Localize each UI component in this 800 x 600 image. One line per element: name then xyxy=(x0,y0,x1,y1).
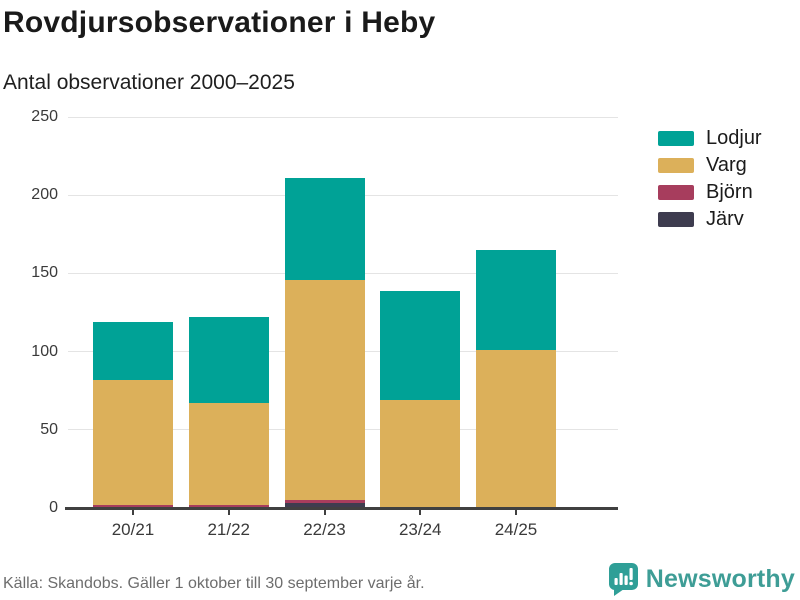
bar-segment-20-21-varg xyxy=(93,379,173,505)
bar-segment-22-23-lodjur xyxy=(284,177,365,280)
legend-label: Järv xyxy=(706,208,744,230)
bar-segment-22-23-varg xyxy=(284,279,365,501)
chart-subtitle: Antal observationer 2000–2025 xyxy=(3,71,295,94)
x-axis-tick xyxy=(227,509,230,515)
source-note: Källa: Skandobs. Gäller 1 oktober till 3… xyxy=(3,575,425,592)
legend-label: Björn xyxy=(706,181,753,203)
legend-swatch-björn xyxy=(658,185,694,200)
x-axis-tick xyxy=(323,509,326,515)
x-axis-tick xyxy=(132,509,134,515)
legend-label: Lodjur xyxy=(706,127,762,149)
page-title: Rovdjursobservationer i Heby xyxy=(3,6,436,39)
x-axis-tick xyxy=(515,509,517,515)
brand-name: Newsworthy xyxy=(645,565,795,593)
x-axis-line xyxy=(65,506,618,510)
legend-swatch-lodjur xyxy=(658,131,694,146)
bar-segment-22-23-järv xyxy=(284,503,365,508)
bar-segment-24-25-varg xyxy=(476,350,556,508)
y-axis-tick-label: 250 xyxy=(31,108,58,125)
x-axis-category-label: 24/25 xyxy=(494,520,538,539)
y-axis-tick-label: 150 xyxy=(31,264,58,282)
x-axis-tick xyxy=(419,509,422,515)
y-axis-tick-label: 50 xyxy=(40,420,58,438)
bar-segment-23-24-varg xyxy=(380,400,461,508)
x-axis-category-label: 22/23 xyxy=(303,520,346,539)
bar-segment-22-23-björn xyxy=(284,500,365,504)
legend-row-björn: Björn xyxy=(658,181,762,203)
x-axis-category-label: 23/24 xyxy=(398,520,442,539)
legend-label: Varg xyxy=(706,154,747,176)
bar-segment-23-24-lodjur xyxy=(380,290,461,401)
chart-legend: Lodjur Varg Björn Järv xyxy=(658,127,762,239)
bar-segment-24-25-lodjur xyxy=(476,249,556,351)
bar-segment-20-21-björn xyxy=(93,504,173,508)
legend-swatch-varg xyxy=(658,158,694,173)
x-axis-category-label: 20/21 xyxy=(111,520,155,539)
x-axis-category-label: 21/22 xyxy=(207,520,251,539)
y-axis-tick-label: 0 xyxy=(49,499,58,516)
legend-row-järv: Järv xyxy=(658,208,762,230)
legend-row-lodjur: Lodjur xyxy=(658,127,762,149)
bar-segment-21-22-varg xyxy=(188,403,269,505)
gridline-y-250 xyxy=(68,116,618,118)
bar-segment-21-22-björn xyxy=(188,504,269,508)
y-axis-tick-label: 200 xyxy=(31,186,58,204)
newsworthy-logo-icon xyxy=(608,563,638,596)
bar-segment-21-22-lodjur xyxy=(188,317,269,404)
legend-swatch-järv xyxy=(658,212,694,227)
y-axis-tick-label: 100 xyxy=(31,342,58,360)
newsworthy-brand-link[interactable]: Newsworthy xyxy=(608,562,795,597)
bar-segment-20-21-lodjur xyxy=(93,321,173,380)
legend-row-varg: Varg xyxy=(658,154,762,176)
